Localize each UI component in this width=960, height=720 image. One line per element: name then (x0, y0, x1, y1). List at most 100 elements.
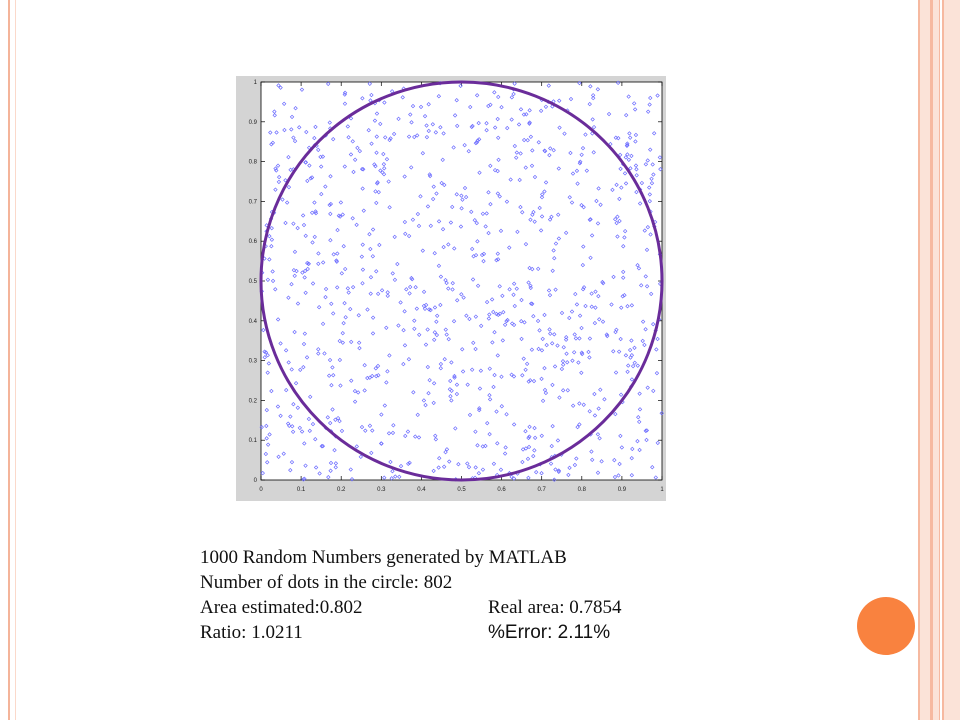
scatter-point (365, 375, 370, 381)
scatter-point (378, 121, 383, 127)
scatter-point (643, 274, 648, 279)
scatter-point (426, 128, 431, 134)
scatter-point (282, 127, 287, 133)
scatter-point (574, 456, 579, 461)
scatter-point (523, 367, 528, 373)
scatter-plot: 0 0.1 0.2 0.3 0.4 0.5 0.6 0.7 0.8 0.9 1 0 0.1 0.2 0.3 0… (249, 80, 665, 493)
scatter-point (374, 269, 379, 274)
scatter-point (588, 84, 593, 89)
scatter-point (342, 101, 348, 106)
scatter-point (331, 136, 336, 142)
scatter-point (643, 428, 648, 434)
scatter-point (589, 304, 594, 309)
scatter-point (374, 111, 380, 116)
scatter-point (526, 475, 531, 481)
scatter-point (267, 432, 272, 437)
scatter-point (477, 386, 483, 391)
scatter-point (368, 246, 373, 252)
scatter-point (320, 321, 326, 327)
scatter-point (498, 467, 504, 472)
scatter-point (474, 93, 480, 98)
scatter-point (593, 305, 598, 310)
scatter-point (362, 363, 367, 368)
y-tick-label: 0.3 (249, 359, 258, 365)
scatter-point (444, 332, 449, 337)
scatter-point (472, 218, 477, 223)
scatter-point (276, 454, 281, 459)
scatter-point (552, 256, 557, 261)
scatter-point (642, 228, 647, 233)
scatter-point (280, 197, 285, 202)
scatter-point (306, 416, 312, 422)
scatter-point (576, 360, 581, 365)
scatter-point (402, 219, 408, 225)
scatter-point (560, 362, 566, 367)
scatter-point (529, 163, 535, 168)
scatter-point (351, 169, 356, 175)
scatter-point (459, 292, 464, 297)
scatter-point (547, 217, 553, 222)
scatter-point (525, 138, 530, 143)
scatter-point (623, 353, 629, 358)
scatter-point (471, 340, 476, 346)
scatter-point (468, 104, 473, 110)
scatter-point (594, 198, 599, 204)
scatter-point (657, 155, 663, 160)
scatter-point (345, 286, 351, 291)
scatter-point (466, 464, 472, 470)
scatter-point (511, 292, 516, 297)
scatter-point (274, 130, 279, 135)
scatter-point (289, 459, 295, 465)
scatter-point (622, 171, 628, 176)
scatter-point (498, 228, 504, 234)
scatter-point (273, 166, 278, 171)
scatter-point (342, 300, 347, 306)
y-tick-label: 1 (254, 80, 258, 86)
scatter-point (360, 96, 365, 101)
caption-line: 1000 Random Numbers generated by MATLAB (200, 545, 720, 570)
scatter-point (385, 369, 390, 374)
scatter-point (639, 180, 645, 186)
scatter-point (595, 87, 601, 92)
scatter-point (342, 90, 348, 95)
scatter-point (449, 398, 454, 403)
scatter-point (289, 127, 294, 132)
scatter-point (337, 338, 342, 344)
scatter-point (329, 383, 334, 388)
scatter-point (587, 409, 592, 414)
scatter-point (310, 421, 316, 427)
scatter-point (536, 140, 541, 145)
scatter-point (270, 140, 276, 146)
scatter-point (316, 147, 321, 153)
scatter-point (380, 170, 385, 175)
scatter-point (588, 255, 593, 260)
scatter-point (446, 286, 451, 291)
scatter-point (320, 154, 326, 159)
scatter-point (340, 212, 345, 217)
scatter-point (616, 473, 621, 478)
scatter-point (270, 269, 275, 274)
scatter-point (574, 302, 580, 307)
scatter-point (265, 277, 271, 282)
y-tick-label: 0.5 (249, 279, 258, 285)
scatter-point (357, 345, 362, 351)
scatter-point (481, 251, 487, 257)
scatter-point (265, 370, 270, 375)
scatter-point (338, 383, 343, 388)
scatter-point (511, 281, 517, 286)
scatter-point (293, 105, 298, 111)
scatter-point (532, 448, 537, 453)
scatter-point (505, 125, 510, 131)
scatter-point (316, 347, 321, 352)
left-border-line (8, 0, 10, 720)
scatter-point (533, 469, 539, 475)
scatter-point (402, 343, 408, 348)
scatter-point (540, 336, 545, 342)
scatter-point (430, 122, 436, 127)
scatter-point (487, 366, 492, 371)
scatter-point (425, 327, 430, 332)
scatter-point (597, 317, 602, 322)
scatter-point (446, 242, 451, 247)
scatter-point (614, 182, 619, 188)
scatter-point (304, 355, 310, 360)
